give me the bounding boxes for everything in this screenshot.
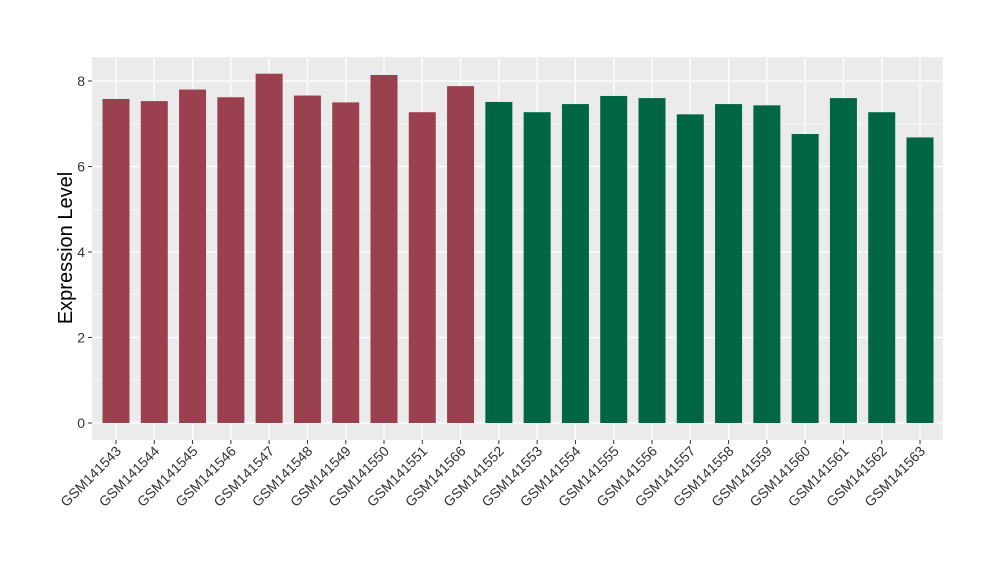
- bar: [906, 137, 934, 423]
- bar: [715, 104, 743, 424]
- bar: [102, 98, 130, 423]
- bar: [523, 112, 551, 424]
- bar: [868, 112, 896, 424]
- bar: [408, 112, 436, 424]
- x-axis: GSM141543GSM141544GSM141545GSM141546GSM1…: [57, 440, 928, 510]
- bar: [638, 98, 666, 423]
- bar: [255, 73, 283, 424]
- y-tick-label: 8: [77, 73, 85, 89]
- y-tick-label: 6: [77, 159, 85, 175]
- bar: [370, 75, 398, 423]
- bar: [485, 101, 513, 423]
- bar: [217, 97, 245, 424]
- bar: [179, 89, 207, 424]
- bar: [332, 102, 360, 423]
- bar: [140, 101, 168, 423]
- bar: [753, 105, 781, 424]
- y-axis-title: Expression Level: [55, 172, 77, 324]
- bar: [676, 114, 704, 423]
- bar: [447, 86, 475, 423]
- bar: [791, 134, 819, 423]
- bar: [600, 95, 628, 424]
- bar: [561, 104, 589, 424]
- bars: [102, 73, 934, 424]
- y-axis: 0 2 4 6 8: [77, 73, 92, 431]
- y-tick-label: 0: [77, 415, 85, 431]
- y-tick-label: 4: [77, 244, 85, 260]
- bar: [829, 98, 857, 423]
- bar: [293, 95, 321, 423]
- y-tick-label: 2: [77, 330, 85, 346]
